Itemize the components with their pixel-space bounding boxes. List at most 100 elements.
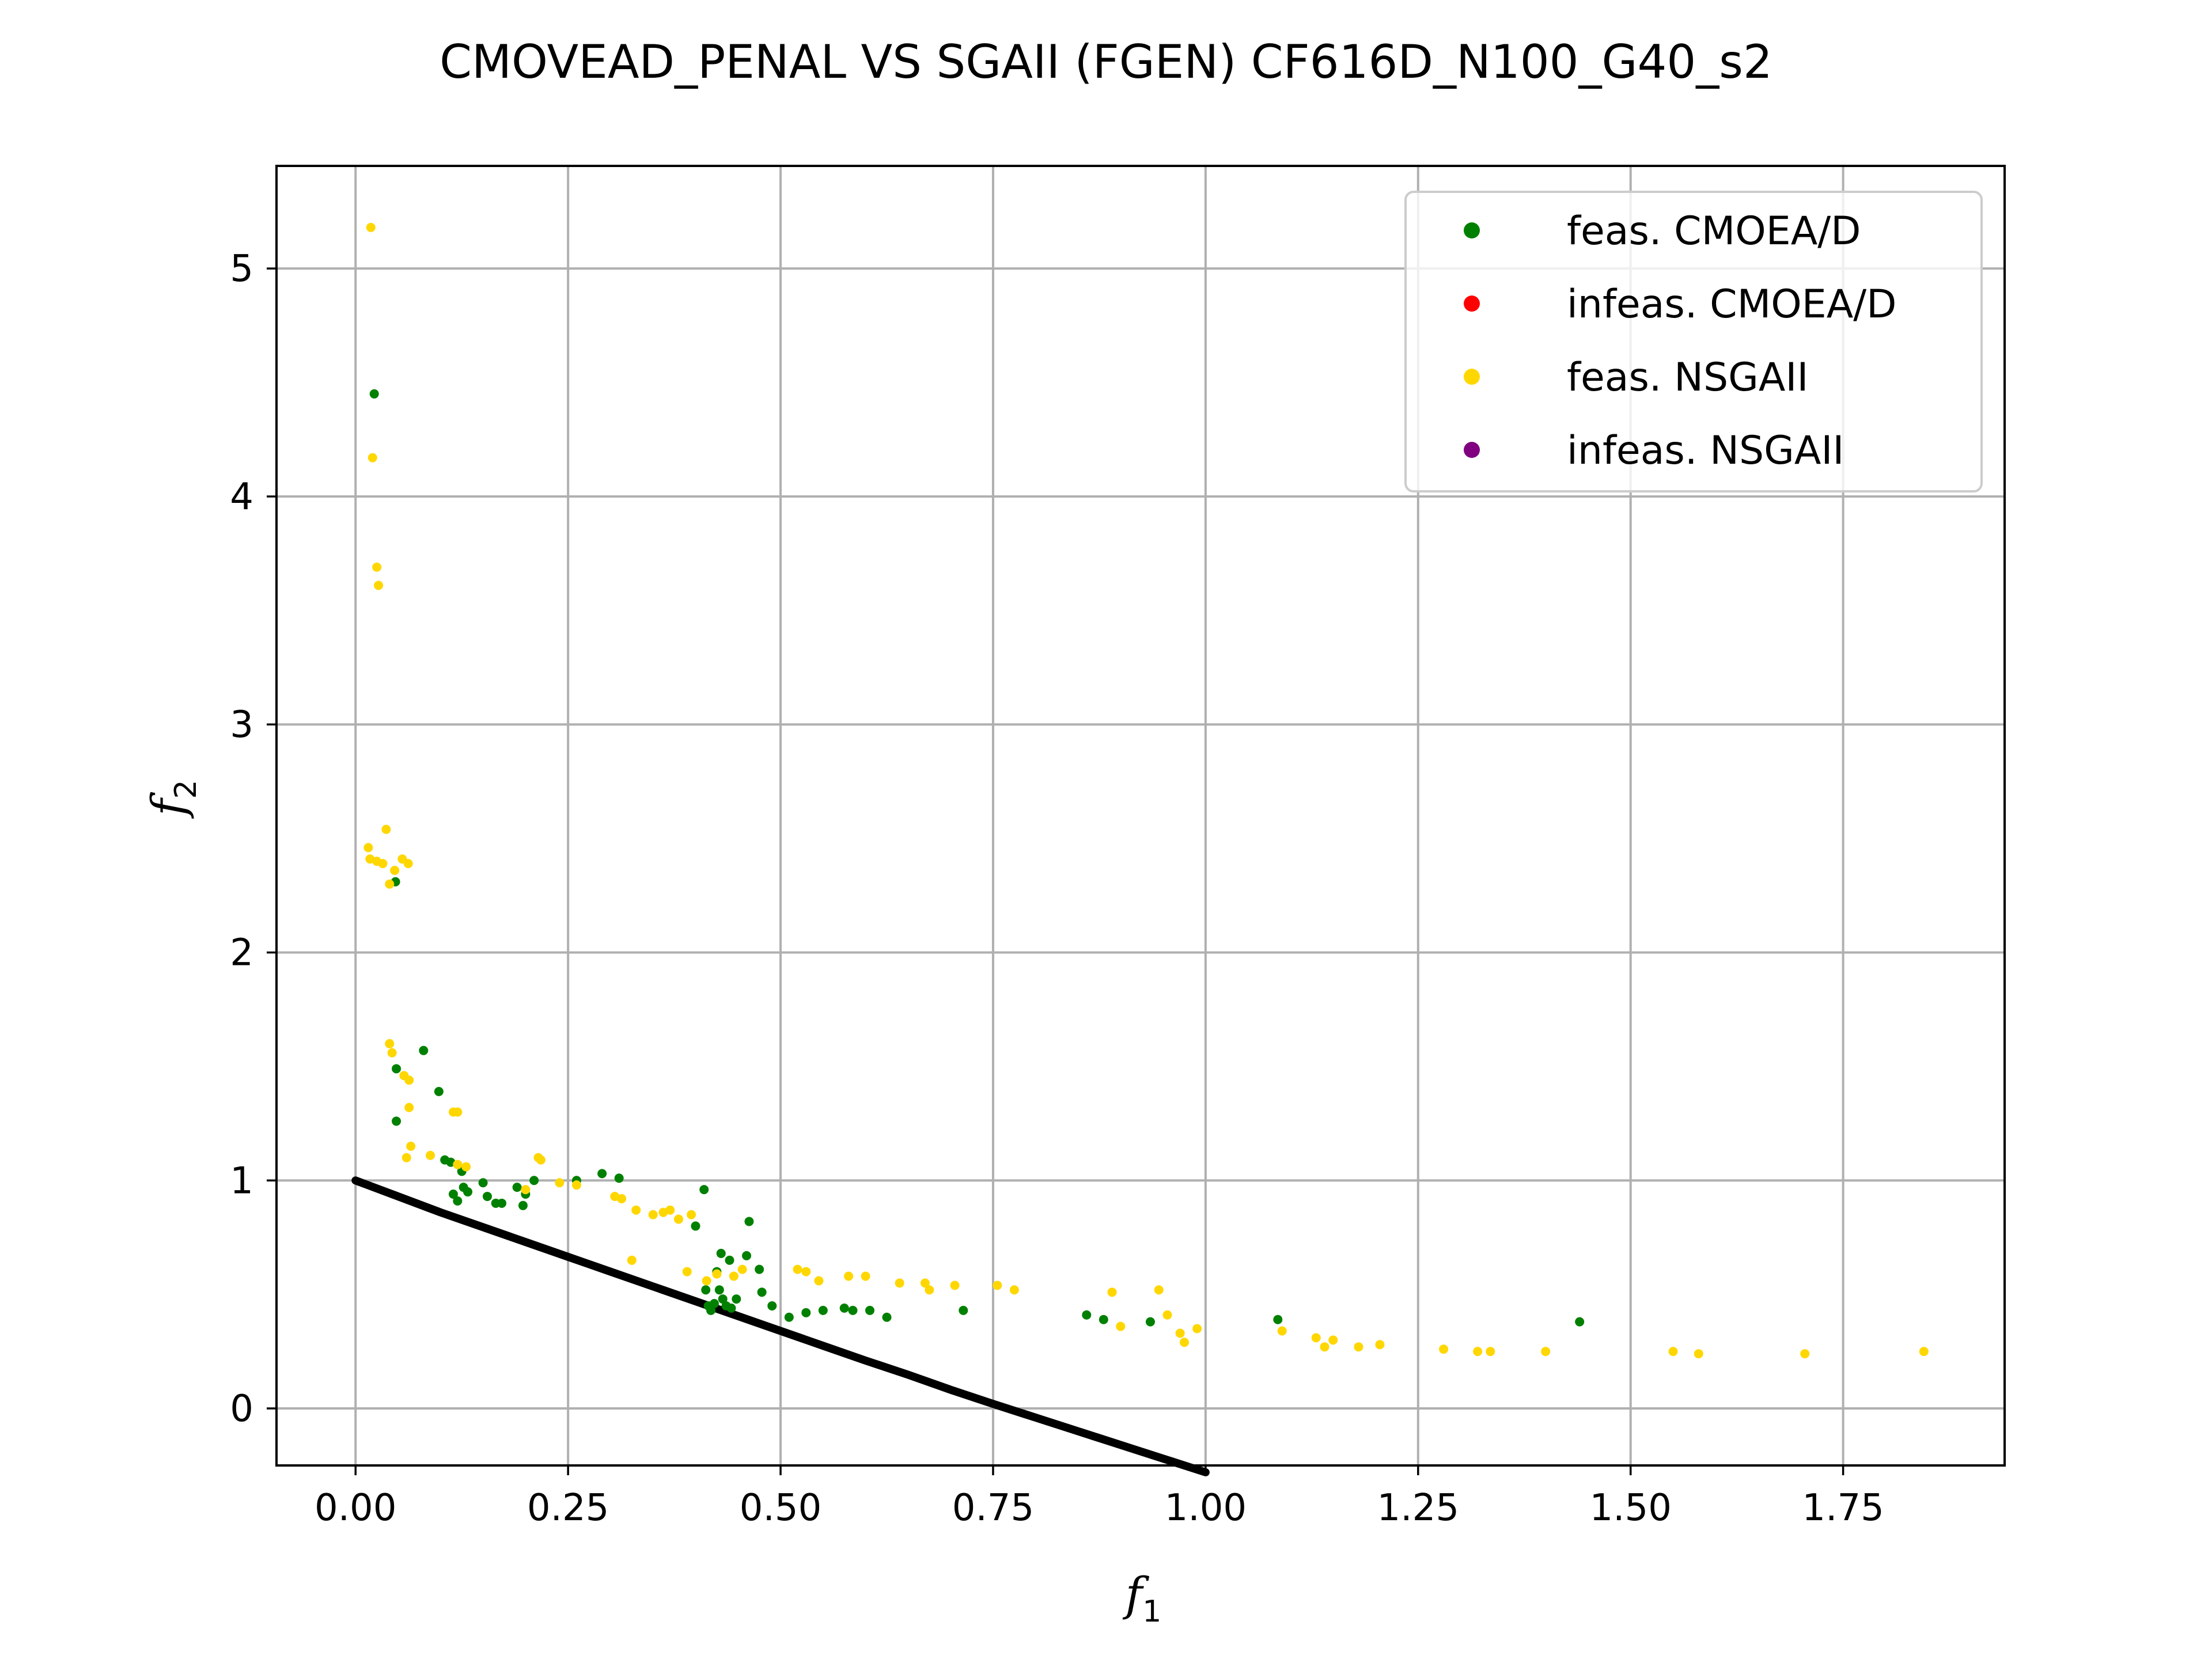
data-point: [390, 865, 400, 875]
data-point: [518, 1200, 528, 1210]
data-point: [366, 222, 376, 232]
legend-label: infeas. CMOEA/D: [1567, 282, 1897, 327]
data-point: [1311, 1333, 1321, 1343]
data-point: [419, 1046, 429, 1055]
data-point: [1486, 1347, 1495, 1357]
data-point: [1575, 1317, 1585, 1327]
plot-frame: [275, 165, 2006, 1467]
data-point: [950, 1281, 960, 1290]
data-point: [369, 389, 379, 399]
data-point: [1082, 1310, 1092, 1320]
data-point: [814, 1276, 824, 1286]
data-point: [617, 1194, 627, 1203]
data-point: [725, 1255, 734, 1265]
legend-label: feas. NSGAII: [1567, 355, 1808, 400]
data-point: [1099, 1315, 1108, 1324]
data-point: [555, 1178, 565, 1188]
data-point: [665, 1205, 675, 1215]
data-point: [818, 1305, 828, 1315]
data-point: [729, 1271, 738, 1281]
data-point: [718, 1294, 728, 1304]
data-point: [648, 1210, 658, 1219]
data-point: [453, 1107, 463, 1117]
data-point: [895, 1278, 904, 1288]
data-point: [1154, 1285, 1164, 1295]
data-point: [1192, 1324, 1202, 1334]
data-point: [767, 1301, 777, 1310]
x-axis-label-subscript: 1: [1142, 1594, 1161, 1629]
y-axis-label-subscript: 2: [169, 780, 203, 799]
data-point: [1273, 1315, 1283, 1324]
data-point: [529, 1176, 539, 1185]
data-point: [757, 1287, 767, 1297]
x-tick-label: 1.50: [1589, 1487, 1672, 1529]
y-tick-label: 0: [230, 1388, 253, 1430]
data-point: [1694, 1349, 1703, 1359]
data-point: [882, 1312, 892, 1322]
data-point: [385, 1039, 395, 1048]
data-point: [691, 1221, 700, 1231]
data-point: [793, 1264, 802, 1274]
data-point: [463, 1187, 473, 1197]
y-tick-label: 3: [230, 704, 253, 747]
data-point: [726, 1303, 736, 1313]
data-point: [434, 1086, 444, 1096]
legend-marker: [1464, 369, 1480, 385]
data-point: [374, 581, 384, 590]
data-point: [453, 1196, 463, 1206]
x-tick-label: 0.25: [527, 1487, 609, 1529]
data-point: [1800, 1349, 1810, 1359]
data-point: [1541, 1347, 1551, 1357]
data-point: [597, 1169, 607, 1179]
data-point: [478, 1178, 488, 1188]
data-point: [1328, 1335, 1338, 1345]
y-tick-label: 1: [230, 1160, 253, 1202]
data-point: [385, 879, 395, 889]
data-layer: [351, 222, 1929, 1476]
data-point: [699, 1185, 709, 1195]
y-tick-label: 5: [230, 248, 253, 290]
data-point: [378, 859, 388, 869]
data-point: [392, 1064, 402, 1074]
data-point: [801, 1267, 811, 1277]
x-tick-label: 1.25: [1377, 1487, 1460, 1529]
data-point: [1375, 1340, 1385, 1350]
data-point: [404, 1075, 414, 1085]
legend-label: feas. CMOEA/D: [1567, 209, 1861, 254]
data-point: [848, 1305, 858, 1315]
legend-label: infeas. NSGAII: [1567, 428, 1844, 474]
data-point: [959, 1305, 968, 1315]
x-tick-label: 1.00: [1165, 1487, 1247, 1529]
data-point: [482, 1191, 492, 1201]
data-point: [865, 1305, 875, 1315]
data-point: [512, 1183, 522, 1192]
data-point: [403, 859, 413, 869]
data-point: [742, 1251, 752, 1260]
data-point: [706, 1305, 716, 1315]
data-point: [426, 1150, 435, 1160]
data-point: [363, 843, 373, 853]
data-point: [1320, 1342, 1330, 1352]
data-point: [1179, 1338, 1189, 1347]
data-point: [1162, 1310, 1172, 1320]
data-point: [709, 1298, 719, 1308]
data-point: [631, 1205, 641, 1215]
series-1: [363, 222, 1929, 1359]
data-point: [755, 1264, 764, 1274]
data-point: [392, 1116, 402, 1126]
data-point: [497, 1198, 507, 1208]
data-point: [402, 1153, 411, 1162]
data-point: [737, 1264, 747, 1274]
data-point: [406, 1141, 416, 1151]
y-tick-label: 4: [230, 476, 253, 518]
data-point: [1175, 1328, 1185, 1338]
ticks: 0.00 0.25 0.50 0.75 1.00 1.25 1.50 1.75 0 1 2 3 4 5: [230, 248, 1884, 1529]
data-point: [701, 1285, 711, 1295]
data-point: [448, 1190, 458, 1199]
legend-marker: [1464, 222, 1480, 238]
series-0: [369, 389, 1585, 1327]
data-point: [744, 1217, 754, 1226]
data-point: [387, 1048, 397, 1058]
x-tick-label: 1.75: [1802, 1487, 1884, 1529]
